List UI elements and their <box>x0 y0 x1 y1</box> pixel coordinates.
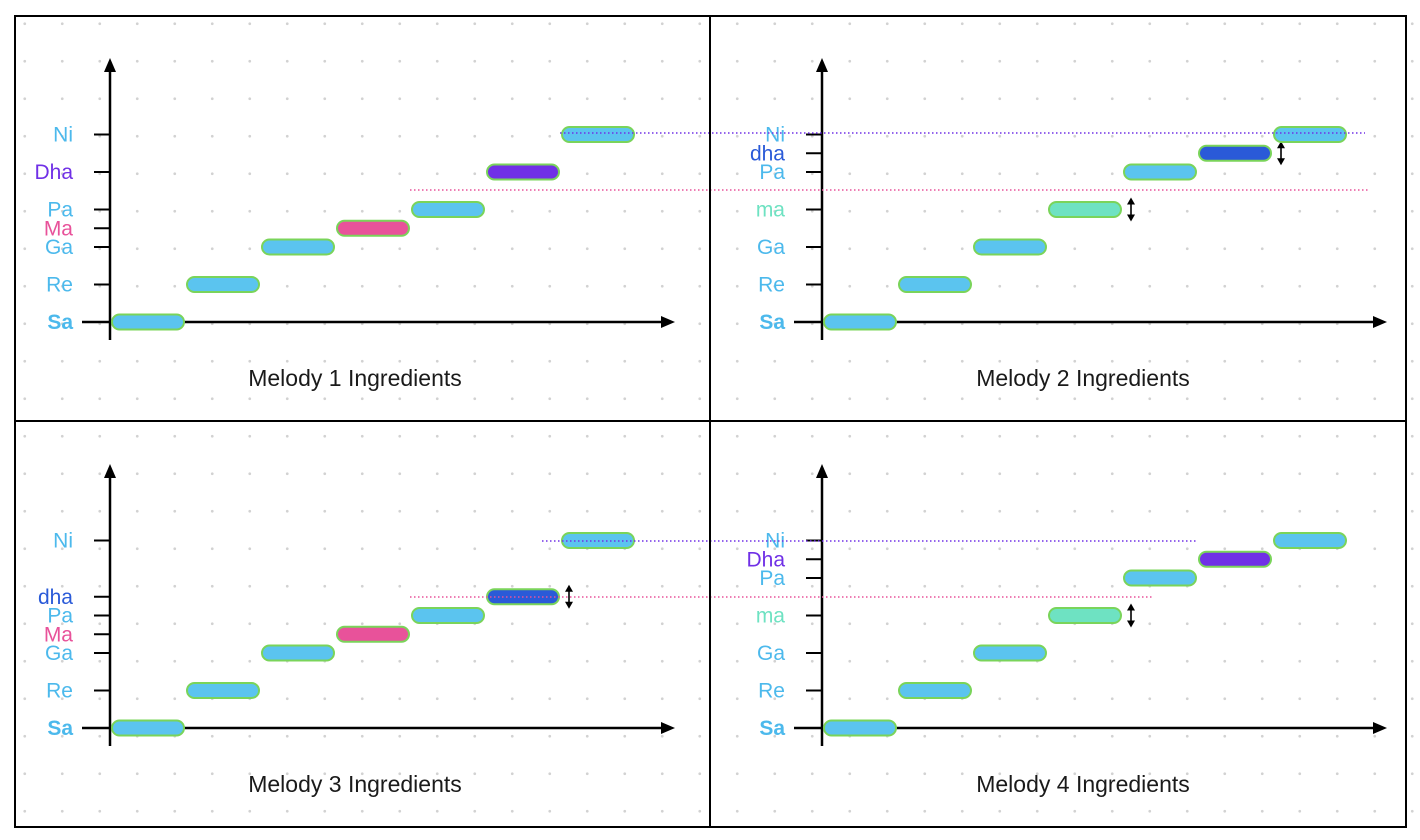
note-bar-ma <box>1048 607 1122 624</box>
note-bar-ni <box>1273 126 1347 143</box>
note-label-sa: Sa <box>759 311 785 334</box>
note-bar-pa <box>411 607 485 624</box>
note-bar-sa <box>111 719 185 737</box>
x-axis-arrowhead <box>1373 722 1387 734</box>
note-bar-ni <box>561 126 635 143</box>
note-label-ni: Ni <box>765 124 785 147</box>
note-bar-re <box>186 276 260 293</box>
note-bar-ga <box>261 238 335 256</box>
note-label-dha: Dha <box>746 548 785 571</box>
note-bar-re <box>898 682 972 699</box>
reference-lines-layer <box>410 132 1368 598</box>
note-label-dha: Dha <box>34 161 73 184</box>
panel-frame <box>14 15 1407 828</box>
note-label-sa: Sa <box>47 717 73 740</box>
note-label-re: Re <box>758 274 785 297</box>
x-axis-arrowhead <box>661 722 675 734</box>
note-label-pa: Pa <box>759 567 785 590</box>
note-label-ma: ma <box>756 605 785 628</box>
alteration-arrow-1-5 <box>1277 141 1285 166</box>
note-bar-dha <box>486 163 560 181</box>
note-bar-ni <box>1273 532 1347 549</box>
note-label-ma: ma <box>756 199 785 222</box>
note-label-re: Re <box>46 680 73 703</box>
y-axis-arrowhead <box>104 58 116 72</box>
note-label-pa: Pa <box>759 161 785 184</box>
note-bar-dha <box>1198 550 1272 568</box>
alteration-arrow-2-5 <box>565 584 573 609</box>
alteration-arrow-3-3 <box>1127 603 1135 628</box>
note-label-ga: Ga <box>757 236 785 259</box>
note-bar-ma <box>1048 201 1122 218</box>
note-label-ma: Ma <box>44 623 73 646</box>
note-label-dha: dha <box>750 142 785 165</box>
note-label-ga: Ga <box>45 236 73 259</box>
note-bar-sa <box>823 313 897 331</box>
y-axis-arrowhead <box>816 58 828 72</box>
x-axis-arrowhead <box>661 316 675 328</box>
note-bar-pa <box>411 201 485 218</box>
note-bar-ga <box>973 644 1047 662</box>
note-label-pa: Pa <box>47 605 73 628</box>
panel-title: Melody 2 Ingredients <box>976 365 1190 391</box>
alteration-arrow-1-3 <box>1127 197 1135 222</box>
note-label-ga: Ga <box>757 642 785 665</box>
y-axis-arrowhead <box>104 464 116 478</box>
note-label-sa: Sa <box>759 717 785 740</box>
y-axis-arrowhead <box>816 464 828 478</box>
note-bar-ga <box>973 238 1047 256</box>
note-label-re: Re <box>758 680 785 703</box>
panel-title: Melody 3 Ingredients <box>248 771 462 797</box>
note-label-ma: Ma <box>44 217 73 240</box>
note-label-ga: Ga <box>45 642 73 665</box>
note-label-sa: Sa <box>47 311 73 334</box>
note-label-ni: Ni <box>53 124 73 147</box>
note-label-ni: Ni <box>53 530 73 553</box>
note-bar-ga <box>261 644 335 662</box>
note-bar-pa <box>1123 163 1197 181</box>
note-bar-sa <box>111 313 185 331</box>
x-axis-arrowhead <box>1373 316 1387 328</box>
note-bar-ma <box>336 219 410 237</box>
note-label-re: Re <box>46 274 73 297</box>
note-bar-re <box>898 276 972 293</box>
panel-title: Melody 4 Ingredients <box>976 771 1190 797</box>
note-bar-ma <box>336 625 410 643</box>
note-bar-pa <box>1123 569 1197 587</box>
note-bar-dha <box>1198 144 1272 162</box>
note-bar-re <box>186 682 260 699</box>
panel-title: Melody 1 Ingredients <box>248 365 462 391</box>
note-label-pa: Pa <box>47 199 73 222</box>
note-bar-sa <box>823 719 897 737</box>
note-label-dha: dha <box>38 586 73 609</box>
